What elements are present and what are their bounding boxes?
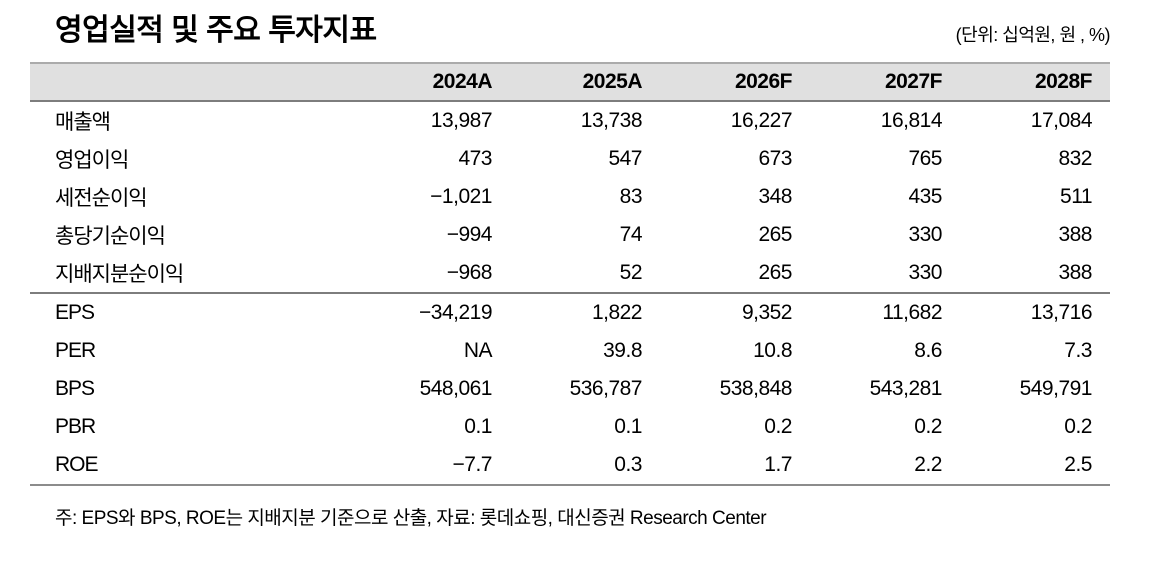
cell-value: 473: [458, 146, 492, 170]
row-label: PBR: [55, 414, 96, 438]
cell-value: 13,987: [430, 108, 493, 132]
row-label: BPS: [55, 376, 95, 400]
table-group-ratios: EPS −34,219 1,822 9,352 11,682 13,716 PER NA 39.…: [30, 293, 1110, 485]
cell-value: 13,738: [580, 108, 643, 132]
cell-value: 16,814: [880, 108, 943, 132]
cell-value: 13,716: [1030, 300, 1093, 324]
corner-cell: [30, 63, 360, 101]
column-header: 2028F: [1034, 69, 1093, 93]
cell-value: 0.1: [464, 414, 492, 438]
table-row: BPS 548,061 536,787 538,848 543,281 549,791: [30, 370, 1110, 408]
cell-value: 10.8: [753, 338, 792, 362]
cell-value: 536,787: [569, 376, 643, 400]
cell-value: 74: [619, 222, 643, 246]
cell-value: 265: [758, 260, 792, 284]
cell-value: 435: [908, 184, 942, 208]
table-row: EPS −34,219 1,822 9,352 11,682 13,716: [30, 293, 1110, 332]
cell-value: 511: [1060, 184, 1092, 208]
cell-value: 388: [1058, 260, 1092, 284]
cell-value: 7.3: [1064, 338, 1092, 362]
cell-value: −1,021: [430, 184, 492, 208]
table-row: ROE −7.7 0.3 1.7 2.2 2.5: [30, 446, 1110, 485]
cell-value: −968: [446, 260, 493, 284]
cell-value: 549,791: [1019, 376, 1093, 400]
row-label: ROE: [55, 452, 99, 476]
cell-value: 330: [908, 222, 942, 246]
cell-value: 11,682: [882, 300, 942, 324]
cell-value: −994: [446, 222, 493, 246]
cell-value: 0.2: [914, 414, 942, 438]
cell-value: 0.3: [614, 452, 642, 476]
cell-value: 548,061: [419, 376, 493, 400]
cell-value: 0.2: [764, 414, 792, 438]
table-group-earnings: 매출액 13,987 13,738 16,227 16,814 17,084 영업이익 473…: [30, 101, 1110, 293]
cell-value: 538,848: [719, 376, 793, 400]
cell-value: −34,219: [419, 300, 493, 324]
table-row: PBR 0.1 0.1 0.2 0.2 0.2: [30, 408, 1110, 446]
column-header: 2024A: [432, 69, 493, 93]
column-header: 2025A: [582, 69, 643, 93]
page-title: 영업실적 및 주요 투자지표: [55, 14, 377, 47]
table-row: 세전순이익 −1,021 83 348 435 511: [30, 178, 1110, 216]
table-row: 매출액 13,987 13,738 16,227 16,814 17,084: [30, 101, 1110, 140]
cell-value: 17,084: [1030, 108, 1093, 132]
cell-value: 547: [608, 146, 642, 170]
table-row: 총당기순이익 −994 74 265 330 388: [30, 216, 1110, 254]
cell-value: 83: [619, 184, 643, 208]
column-header: 2027F: [884, 69, 943, 93]
row-label: PER: [55, 338, 96, 362]
cell-value: 0.1: [614, 414, 642, 438]
cell-value: 39.8: [603, 338, 642, 362]
footnote: 주: EPS와 BPS, ROE는 지배지분 기준으로 산출, 자료: 롯데쇼핑…: [55, 507, 767, 529]
cell-value: 388: [1058, 222, 1092, 246]
cell-value: −7.7: [452, 452, 493, 476]
cell-value: 673: [758, 146, 792, 170]
cell-value: 265: [758, 222, 792, 246]
table-row: 영업이익 473 547 673 765 832: [30, 140, 1110, 178]
cell-value: 765: [908, 146, 942, 170]
cell-value: 2.2: [914, 452, 942, 476]
row-label: 지배지분순이익: [55, 262, 184, 286]
cell-value: 0.2: [1064, 414, 1092, 438]
table-row: 지배지분순이익 −968 52 265 330 388: [30, 254, 1110, 293]
cell-value: 348: [758, 184, 792, 208]
cell-value: 832: [1058, 146, 1092, 170]
row-label: 영업이익: [55, 148, 129, 172]
row-label: 세전순이익: [55, 186, 148, 210]
cell-value: 16,227: [730, 108, 793, 132]
row-label: 총당기순이익: [55, 224, 166, 248]
cell-value: 543,281: [869, 376, 943, 400]
cell-value: 52: [619, 260, 643, 284]
row-label: 매출액: [55, 110, 111, 134]
financials-table: 2024A 2025A 2026F 2027F 2028F 매출액 13,987 13,73…: [30, 62, 1110, 486]
cell-value: 2.5: [1064, 452, 1092, 476]
column-header: 2026F: [734, 69, 793, 93]
table-row: PER NA 39.8 10.8 8.6 7.3: [30, 332, 1110, 370]
cell-value: 330: [908, 260, 942, 284]
table-header-row: 2024A 2025A 2026F 2027F 2028F: [30, 62, 1110, 101]
cell-value: 1,822: [591, 300, 643, 324]
table-header: 2024A 2025A 2026F 2027F 2028F: [30, 62, 1110, 101]
cell-value: 8.6: [914, 338, 942, 362]
row-label: EPS: [55, 300, 95, 324]
unit-label: (단위: 십억원, 원 , %): [955, 24, 1111, 45]
cell-value: 1.7: [764, 452, 792, 476]
cell-value: 9,352: [741, 300, 793, 324]
cell-value: NA: [463, 338, 493, 362]
title-row: 영업실적 및 주요 투자지표 (단위: 십억원, 원 , %): [30, 14, 1111, 49]
